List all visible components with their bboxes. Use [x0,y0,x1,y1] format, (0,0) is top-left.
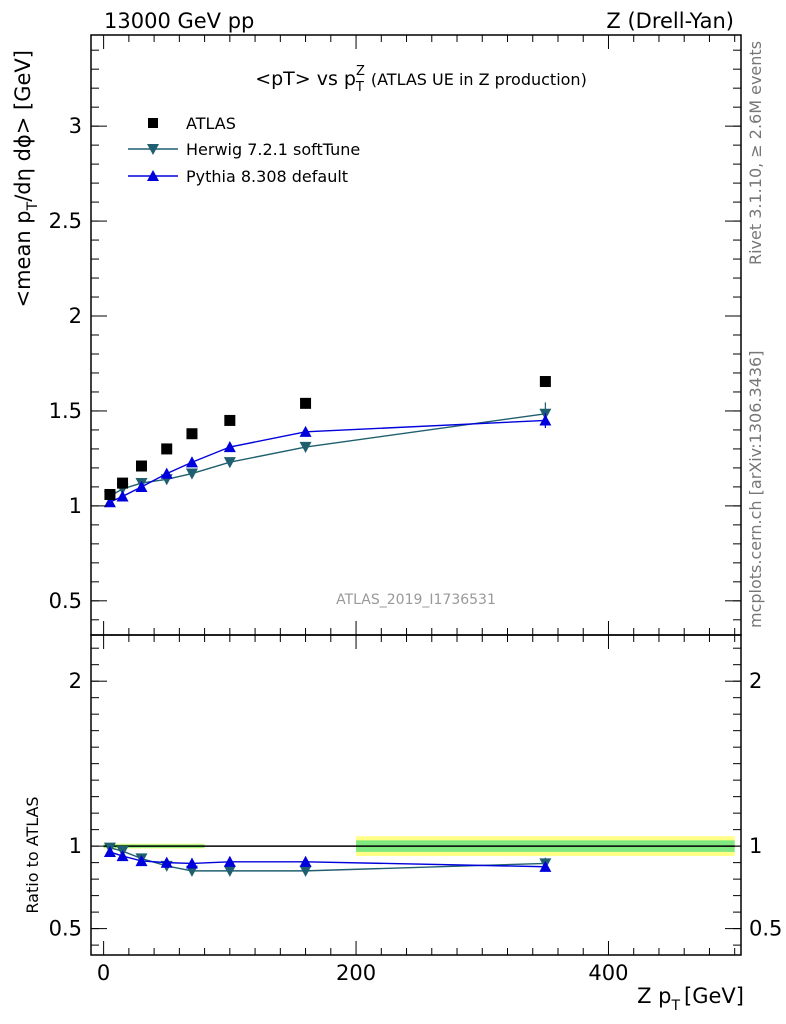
plot-title-suffix: (ATLAS UE in Z production) [371,70,587,89]
x-tick-label: 200 [336,961,376,985]
pythia-ratio-point [223,855,236,867]
y-tick-label: 0.5 [49,917,82,941]
pythia-line [109,419,546,503]
pythia-point [299,425,312,437]
herwig-line [109,413,546,497]
y-tick-label: 1.5 [49,399,82,423]
x-tick-label: 0 [97,961,110,985]
atlas-point [161,443,173,455]
y-tick-label: 2 [69,304,82,328]
herwig-point [299,441,312,454]
y-tick-label-right: 2 [749,669,762,693]
plot-title-sub: T [355,80,364,95]
pythia-point [103,496,116,508]
pythia-point [116,490,129,502]
herwig-point [223,457,236,469]
x-axis-label: Z pT [GeV] [637,984,744,1014]
pythia-point [160,467,173,479]
ratio-y-axis-label: Ratio to ATLAS [23,796,42,913]
pythia-point [539,414,552,426]
legend-label-pythia: Pythia 8.308 default [186,167,348,186]
y-tick-label: 0.5 [49,589,82,613]
x-tick-label: 400 [588,961,628,985]
ratio-axes: 0.5 0.5 1 1 2 2 0 200 400 [49,635,782,985]
y-tick-label: 2 [69,669,82,693]
main-axes: 0.5 1 1.5 2 2.5 3 [49,35,741,635]
legend-label-herwig: Herwig 7.2.1 softTune [186,140,360,159]
legend-marker-pythia [147,170,159,181]
plot-title-sup: Z [356,64,365,79]
legend-marker-atlas [148,118,158,128]
y-tick-label-right: 0.5 [749,917,782,941]
herwig-ratio-point [299,865,312,877]
y-tick-label: 1 [69,494,82,518]
main-panel: 0.5 1 1.5 2 2.5 3 <pT> vs pZ T (ATLAS UE in Z p… [11,34,742,636]
ratio-panel: 0.5 0.5 1 1 2 2 0 200 400 Ratio to ATLAS [23,634,782,985]
legend-label-atlas: ATLAS [186,114,236,133]
y-tick-label: 2.5 [49,209,82,233]
herwig-ratio-point [223,865,236,877]
atlas-point [224,414,236,426]
pythia-point [185,456,198,468]
legend: ATLAS Herwig 7.2.1 softTune Pythia 8.308… [128,114,360,186]
y-tick-label: 1 [69,834,82,858]
atlas-point [539,376,551,388]
herwig-ratio-line [109,847,546,872]
y-tick-label-right: 1 [749,834,762,858]
plot-title: <pT> vs pZ T (ATLAS UE in Z production) [255,64,587,95]
atlas-point [186,428,198,440]
atlas-point [117,477,129,489]
pythia-ratio-point [299,855,312,867]
main-y-axis-label: <mean pT/dη dϕ> [GeV] [11,50,41,308]
herwig-point [185,468,198,480]
ratio-data-layer [103,836,735,877]
pythia-point [135,480,148,492]
atlas-point [104,488,116,500]
atlas-point [135,460,147,472]
main-data-layer [103,376,552,508]
plot-title-main: <pT> vs p [255,68,356,90]
legend-marker-herwig [147,144,159,155]
pythia-ratio-point [116,850,129,862]
pythia-ratio-point [160,856,173,868]
pythia-point [223,441,236,453]
analysis-watermark: ATLAS_2019_I1736531 [336,592,496,608]
mcplots-label: mcplots.cern.ch [arXiv:1306.3436] [746,351,765,628]
pythia-ratio-point [539,860,552,872]
process-label: Z (Drell-Yan) [606,9,734,33]
rivet-version-label: Rivet 3.1.10, ≥ 2.6M events [746,41,765,265]
pythia-ratio-point [135,854,148,867]
pythia-ratio-point [103,845,116,858]
ratio-frame [90,634,742,956]
pythia-ratio-point [185,857,198,869]
atlas-point [300,397,312,409]
energy-label: 13000 GeV pp [104,9,254,33]
y-tick-label: 3 [69,114,82,138]
